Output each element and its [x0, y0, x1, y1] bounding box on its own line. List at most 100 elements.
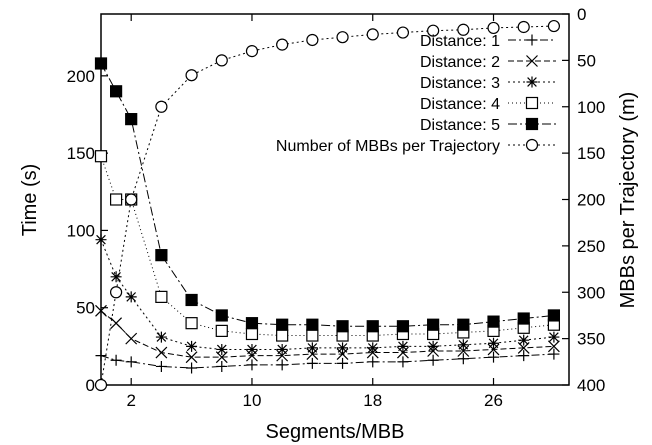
data-point: [487, 343, 500, 356]
data-point: [457, 318, 470, 331]
data-point: [155, 360, 167, 372]
data-point: [245, 327, 259, 341]
right-tick-label: 300: [577, 283, 605, 302]
y-axis-label-left: Time (s): [19, 164, 41, 237]
left-axis-ticks: 0 50 100 150 200: [67, 67, 108, 395]
x-tick-label: 2: [126, 391, 135, 410]
data-point: [125, 291, 137, 303]
x-tick-label: 10: [243, 391, 262, 410]
data-point: [185, 69, 198, 82]
y-axis-label-right: MBBs per Trajectory (m): [617, 92, 639, 309]
data-point: [125, 193, 138, 206]
right-tick-label: 350: [577, 330, 605, 349]
data-point: [276, 318, 289, 331]
series-4: [94, 150, 561, 342]
right-axis-ticks: 0 50 100 150 200 250 300 350 400: [562, 5, 605, 395]
legend-label: Distance: 3: [420, 75, 500, 92]
data-point: [547, 340, 560, 353]
data-point: [336, 348, 349, 361]
x-axis-label: Segments/MBB: [266, 421, 405, 443]
data-point: [366, 28, 379, 41]
data-point: [95, 350, 107, 362]
data-point: [185, 317, 198, 330]
data-point: [216, 343, 228, 355]
data-point: [397, 346, 409, 359]
data-point: [457, 353, 469, 365]
data-point: [457, 339, 469, 351]
data-point: [155, 331, 167, 343]
data-point: [276, 38, 289, 51]
series-line: [100, 353, 554, 369]
right-tick-label: 50: [577, 51, 596, 70]
data-point: [306, 318, 319, 331]
data-point: [306, 348, 319, 361]
data-point: [110, 271, 122, 283]
right-tick-label: 200: [577, 191, 605, 210]
data-point: [367, 342, 379, 354]
series-line: [100, 310, 554, 358]
data-point: [185, 351, 198, 364]
data-point: [397, 340, 409, 352]
legend-sample-marker: [525, 96, 539, 110]
right-tick-label: 400: [577, 376, 605, 395]
legend-sample-marker: [526, 55, 538, 67]
data-point: [488, 337, 500, 349]
data-point: [155, 346, 168, 359]
data-point: [155, 100, 168, 113]
series-3: [95, 234, 560, 355]
x-tick-label: 26: [484, 391, 503, 410]
data-point: [245, 44, 259, 58]
data-point: [427, 354, 439, 366]
series-6: [94, 19, 561, 392]
data-point: [396, 320, 410, 333]
series-1: [95, 348, 560, 374]
data-point: [427, 318, 440, 331]
data-point: [216, 360, 228, 372]
data-point: [427, 340, 439, 352]
legend: Distance: 1 Distance: 2 Distance: 3 Distanc…: [276, 33, 556, 155]
series-2: [95, 304, 560, 364]
data-point: [95, 304, 107, 317]
data-point: [109, 286, 123, 299]
right-tick-label: 100: [577, 98, 605, 117]
left-tick-label: 0: [86, 376, 95, 395]
data-point: [276, 343, 288, 355]
data-point: [109, 193, 123, 206]
data-point: [110, 354, 122, 366]
left-tick-label: 50: [76, 299, 95, 318]
data-point: [109, 85, 123, 98]
data-point: [336, 31, 349, 44]
data-point: [95, 234, 107, 246]
data-point: [336, 320, 349, 333]
x-tick-label: 18: [363, 391, 382, 410]
x-axis-ticks: 2 10 18 26: [126, 14, 503, 410]
data-point: [396, 26, 410, 39]
data-point: [306, 342, 318, 354]
data-point: [185, 293, 198, 307]
legend-label: Distance: 5: [420, 117, 500, 134]
right-tick-label: 250: [577, 237, 605, 256]
data-point: [306, 33, 319, 47]
data-point: [517, 20, 530, 34]
series-5: [94, 57, 561, 333]
data-point: [94, 378, 108, 392]
data-point: [246, 349, 258, 362]
legend-label: Distance: 2: [420, 54, 500, 71]
left-tick-label: 150: [67, 144, 95, 163]
left-tick-label: 200: [67, 67, 95, 86]
data-point: [245, 317, 259, 330]
legend-sample-marker: [526, 76, 538, 88]
right-tick-label: 0: [577, 5, 586, 24]
series-line: [100, 239, 554, 350]
series-line: [100, 156, 554, 337]
legend-sample-marker: [525, 117, 539, 131]
data-point: [215, 54, 228, 67]
legend-label: Distance: 1: [420, 33, 500, 50]
data-point: [276, 329, 289, 342]
data-point: [488, 351, 500, 363]
data-point: [110, 317, 123, 330]
data-point: [367, 356, 379, 368]
data-point: [215, 309, 228, 322]
data-point: [518, 350, 530, 362]
